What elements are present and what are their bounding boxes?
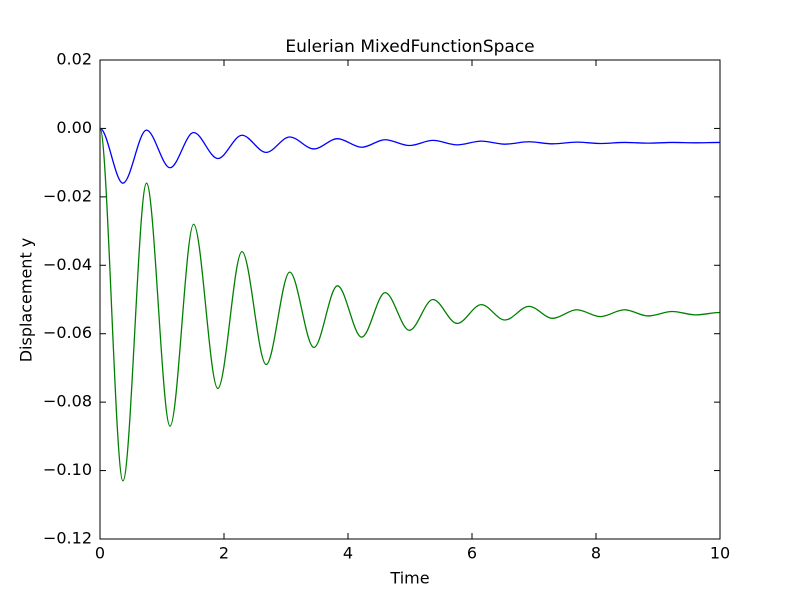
x-tick-label: 8 [591,544,601,563]
plot-frame [99,59,721,540]
y-axis-label: Displacement y [17,238,36,363]
x-tick-label: 2 [219,544,229,563]
x-tick-label: 6 [467,544,477,563]
y-tick-label: 0.02 [56,50,92,69]
y-tick-label: −0.08 [43,392,92,411]
y-tick-label: −0.10 [43,460,92,479]
y-tick-label: −0.06 [43,323,92,342]
y-tick-label: 0.00 [56,118,92,137]
x-tick-label: 4 [343,544,353,563]
x-axis-label: Time [389,569,429,588]
y-tick-label: −0.12 [43,529,92,548]
chart-title: Eulerian MixedFunctionSpace [285,37,534,57]
x-tick-label: 10 [710,544,730,563]
data-line [100,127,720,184]
data-line [100,127,720,482]
y-tick-label: −0.04 [43,255,92,274]
x-tick-label: 0 [95,544,105,563]
y-tick-label: −0.02 [43,186,92,205]
